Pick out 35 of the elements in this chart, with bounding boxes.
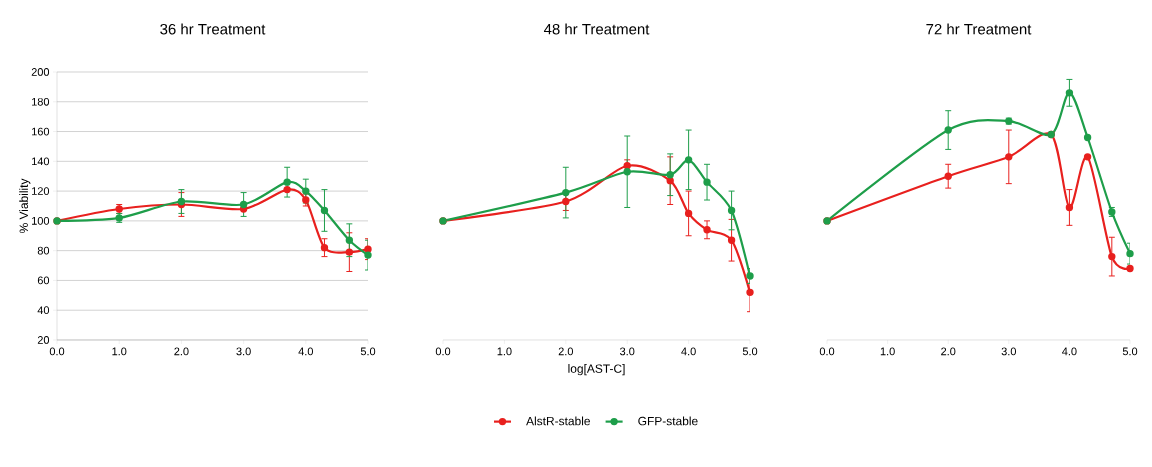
legend-label: AlstR-stable [526, 416, 590, 426]
x-tick-label: 0.0 [819, 347, 835, 356]
x-tick-label: 4.0 [298, 347, 313, 356]
y-tick-label: 60 [37, 276, 50, 285]
x-axis-title: log[AST-C] [568, 364, 625, 376]
y-tick-label: 20 [37, 336, 50, 344]
x-tick-label: 3.0 [236, 347, 251, 356]
x-tick-label: 1.0 [880, 347, 895, 356]
x-tick-label: 4.0 [681, 347, 696, 356]
x-tick-label: 0.0 [435, 347, 451, 356]
chart-title: 36 hr Treatment [160, 23, 266, 35]
x-tick-label: 3.0 [620, 347, 635, 356]
x-tick-label: 2.0 [941, 347, 956, 356]
x-tick-label: 5.0 [360, 347, 376, 356]
y-tick-label: 200 [31, 68, 50, 76]
chart-title: 72 hr Treatment [926, 23, 1032, 35]
y-tick-label: 100 [32, 217, 50, 225]
x-tick-label: 4.0 [1062, 347, 1077, 356]
y-tick-label: 80 [37, 246, 50, 255]
x-tick-label: 5.0 [1122, 347, 1138, 356]
y-tick-label: 120 [32, 187, 50, 195]
legend-label: GFP-stable [638, 416, 698, 426]
y-tick-label: 160 [32, 127, 50, 136]
x-tick-label: 2.0 [174, 347, 189, 356]
chart-title: 48 hr Treatment [543, 23, 650, 35]
x-tick-label: 2.0 [558, 347, 573, 356]
y-tick-label: 140 [32, 157, 50, 166]
y-tick-label: 40 [37, 306, 50, 315]
x-tick-label: 1.0 [112, 347, 127, 356]
x-tick-label: 3.0 [1001, 347, 1016, 356]
x-tick-label: 0.0 [49, 347, 65, 356]
x-tick-label: 1.0 [497, 347, 512, 356]
y-tick-label: 180 [32, 97, 50, 106]
y-axis-title: % Viability [19, 178, 31, 234]
x-tick-label: 5.0 [742, 347, 758, 356]
